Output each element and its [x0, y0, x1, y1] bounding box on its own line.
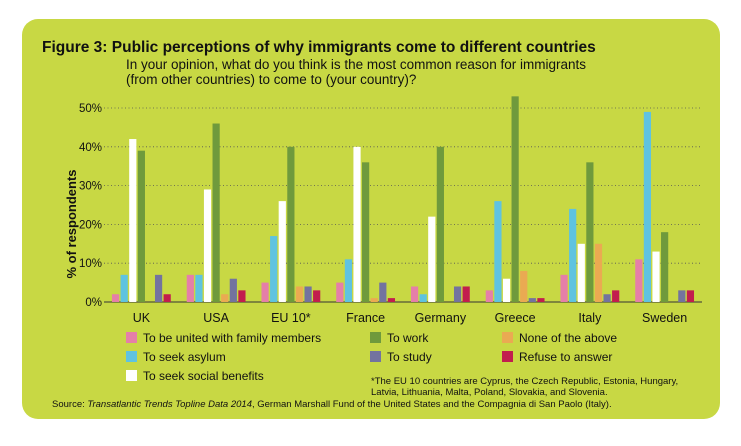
- bar: [560, 274, 568, 302]
- bar: [661, 232, 669, 302]
- legend-swatch: [502, 351, 513, 362]
- bar: [594, 243, 603, 302]
- bar: [410, 286, 419, 302]
- figure-title: Figure 3: Public perceptions of why immi…: [42, 39, 596, 56]
- y-tick-label: 40%: [79, 142, 102, 154]
- bar: [304, 286, 312, 302]
- x-tick-labels: UK USA EU 10* France Germany Greece Italy Swede…: [133, 311, 688, 325]
- legend-swatch: [370, 332, 381, 343]
- legend-label: To study: [387, 350, 432, 364]
- source-rest: , German Marshall Fund of the United Sta…: [251, 399, 612, 410]
- bar: [428, 216, 436, 302]
- legend-swatch: [370, 351, 381, 362]
- bar: [129, 139, 137, 302]
- bar: [295, 286, 304, 302]
- x-tick-label: Italy: [578, 311, 602, 325]
- legend: To be united with family members To work N…: [126, 331, 686, 391]
- bars: [111, 96, 695, 303]
- bar: [336, 282, 344, 302]
- legend-label: Refuse to answer: [519, 350, 613, 364]
- bar: [238, 290, 246, 302]
- footnote: *The EU 10 countries are Cyprus, the Cze…: [371, 376, 679, 398]
- bar: [120, 274, 128, 302]
- bar: [502, 278, 511, 302]
- legend-label: None of the above: [519, 331, 618, 345]
- bar: [643, 111, 652, 302]
- bar: [686, 290, 695, 302]
- y-tick-label: 0%: [85, 297, 102, 309]
- bar: [485, 290, 493, 302]
- bar: [569, 208, 577, 302]
- bar: [462, 286, 470, 302]
- figure-panel: Figure 3: Public perceptions of why immi…: [22, 19, 720, 419]
- bar: [163, 294, 171, 302]
- bar: [287, 146, 295, 302]
- gridlines: [104, 107, 702, 303]
- bar: [537, 298, 545, 302]
- y-tick-label: 10%: [79, 258, 102, 270]
- bar: [603, 294, 611, 302]
- legend-swatch: [126, 332, 137, 343]
- y-tick-label: 50%: [79, 103, 102, 115]
- source-note: Source: Transatlantic Trends Topline Dat…: [52, 399, 612, 410]
- bar: [419, 294, 427, 302]
- bar: [195, 274, 203, 302]
- bar: [344, 259, 353, 302]
- y-tick-labels: 0% 10% 20% 30% 40% 50%: [79, 103, 102, 309]
- y-tick-label: 30%: [79, 181, 102, 193]
- bar: [353, 146, 361, 302]
- bar: [278, 201, 286, 302]
- bar: [221, 294, 229, 302]
- bar: [370, 298, 378, 302]
- bar: [186, 274, 194, 302]
- legend-swatch: [502, 332, 513, 343]
- bar: [436, 146, 444, 302]
- figure-subtitle: In your opinion, what do you think is th…: [126, 57, 586, 87]
- x-tick-label: Germany: [415, 311, 467, 325]
- bar: [494, 201, 502, 302]
- x-tick-label: Greece: [495, 311, 536, 325]
- bar: [137, 150, 145, 302]
- bar: [212, 123, 220, 303]
- y-tick-label: 20%: [79, 219, 102, 231]
- bar: [511, 96, 519, 302]
- x-tick-label: EU 10*: [271, 311, 311, 325]
- x-tick-label: USA: [203, 311, 229, 325]
- bar: [203, 189, 212, 302]
- bar: [586, 162, 594, 302]
- bar: [453, 286, 462, 302]
- bar: [652, 251, 660, 302]
- legend-label: To be united with family members: [143, 331, 322, 345]
- bar: [379, 282, 387, 302]
- legend-swatch: [126, 370, 137, 381]
- x-tick-label: France: [346, 311, 385, 325]
- legend-swatch: [126, 351, 137, 362]
- bar: [520, 270, 528, 302]
- bar: [313, 290, 321, 302]
- bar: [229, 278, 237, 302]
- bar: [612, 290, 620, 302]
- x-tick-label: UK: [133, 311, 151, 325]
- y-axis-label: % of respondents: [64, 169, 79, 278]
- bar: [261, 282, 269, 302]
- bar: [362, 162, 370, 302]
- legend-label: To work: [387, 331, 429, 345]
- bar: [270, 236, 278, 302]
- bar: [111, 294, 120, 302]
- legend-label: To seek asylum: [143, 350, 226, 364]
- bar-chart: 0% 10% 20% 30% 40% 50% UK USA EU 10* France Germa…: [64, 96, 702, 325]
- bar: [577, 243, 585, 302]
- bar: [154, 274, 163, 302]
- legend-label: To seek social benefits: [143, 369, 264, 383]
- x-tick-label: Sweden: [642, 311, 687, 325]
- source-title: Transatlantic Trends Topline Data 2014: [87, 399, 252, 410]
- bar: [678, 290, 686, 302]
- bar: [635, 259, 643, 302]
- bar: [387, 298, 396, 302]
- bar: [528, 298, 536, 302]
- source-prefix: Source:: [52, 399, 88, 410]
